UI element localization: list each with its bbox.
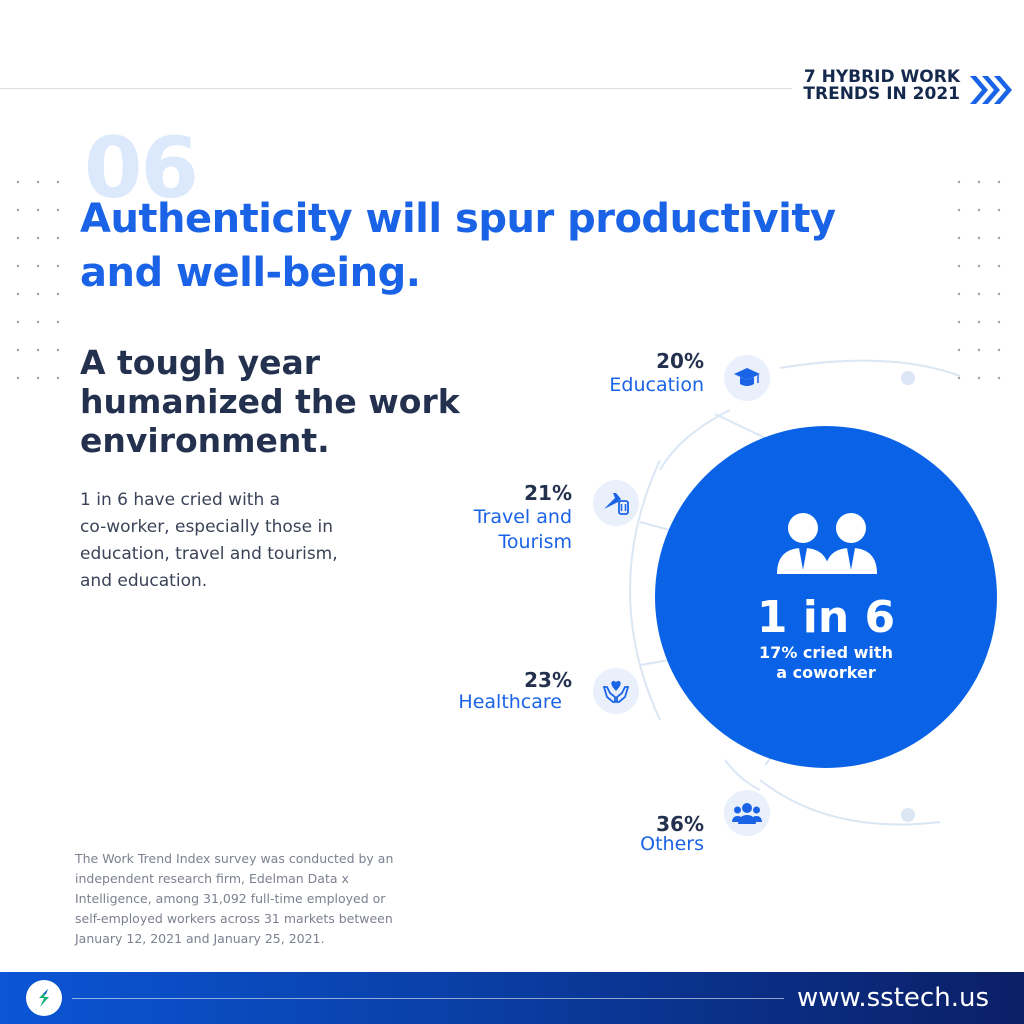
stat-label-others: Others [640,833,704,855]
page-title-line1: Authenticity will spur productivity [80,196,836,242]
highlight-sub-line1: 17% cried with [759,643,893,662]
dot-grid-left [16,180,60,380]
stat-percent-travel: 21% [524,481,572,505]
highlight-main: 1 in 6 [756,592,896,643]
series-title: 7 HYBRID WORK TRENDS IN 2021 [790,69,960,103]
dot-grid-right [957,180,1001,380]
footer-url-link[interactable]: www.sstech.us [796,983,989,1013]
sstech-logo-icon[interactable] [26,980,62,1016]
series-title-line1: 7 HYBRID WORK [803,67,960,87]
airplane-luggage-icon [593,480,639,526]
stat-label-travel-line2: Tourism [498,531,572,553]
footnote: The Work Trend Index survey was conducte… [75,849,445,949]
chevron-right-icon [970,76,1012,104]
body-line4: and education. [80,571,208,591]
top-divider [0,88,792,89]
page-title-line2: and well-being. [80,250,421,296]
footnote-line: January 12, 2021 and January 25, 2021. [75,931,325,946]
highlight-circle: 1 in 6 17% cried with a coworker [655,426,997,768]
footnote-line: independent research firm, Edelman Data … [75,871,349,886]
body-line3: education, travel and tourism, [80,544,338,564]
page-title: Authenticity will spur productivity and … [80,192,840,300]
stat-percent-healthcare: 23% [524,668,572,692]
section-heading: A tough year humanized the work environm… [80,343,480,460]
stat-label-travel: Travel and Tourism [420,505,572,555]
heart-hands-icon [593,668,639,714]
people-group-icon [724,790,770,836]
series-title-line2: TRENDS IN 2021 [803,84,960,104]
highlight-sub: 17% cried with a coworker [655,643,997,683]
two-people-icon [777,513,877,574]
stat-label-healthcare: Healthcare [458,691,562,713]
trend-number: 06 [84,119,199,217]
section-heading-line3: environment. [80,421,330,460]
footnote-line: Intelligence, among 31,092 full-time emp… [75,891,386,906]
stat-percent-others: 36% [656,812,704,836]
body-line2: co-worker, especially those in [80,517,334,537]
footnote-line: self-employed workers across 31 markets … [75,911,393,926]
highlight-sub-line2: a coworker [776,663,876,682]
body-paragraph: 1 in 6 have cried with a co-worker, espe… [80,487,380,595]
stat-label-education: Education [609,374,704,396]
body-line1: 1 in 6 have cried with a [80,490,281,510]
section-heading-line2: humanized the work [80,382,460,421]
footnote-line: The Work Trend Index survey was conducte… [75,851,394,866]
footer-divider [72,998,784,999]
stat-label-travel-line1: Travel and [473,506,572,528]
section-heading-line1: A tough year [80,343,321,382]
stat-percent-education: 20% [656,349,704,373]
graduation-cap-icon [724,355,770,401]
